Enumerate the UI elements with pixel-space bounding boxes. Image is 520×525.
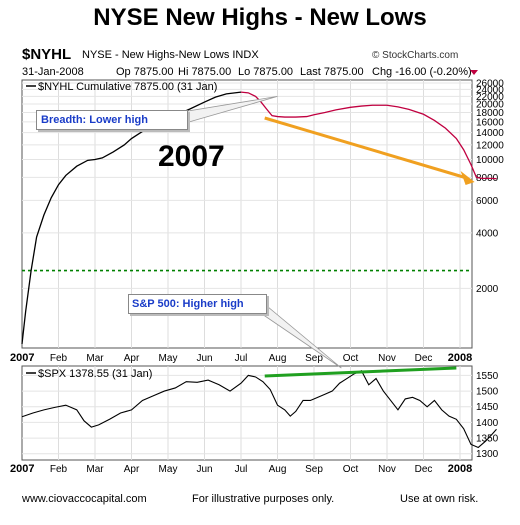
top-x-tick-label: Dec (415, 353, 433, 364)
bottom-x-tick-label: 2008 (448, 463, 472, 475)
footer-note: For illustrative purposes only. (192, 493, 335, 505)
bottom-y-tick-label: 1300 (476, 449, 499, 460)
bottom-x-tick-label: Sep (305, 464, 323, 475)
page-title: NYSE New Highs - New Lows (93, 4, 427, 31)
top-y-tick-label: 14000 (476, 128, 504, 139)
sp-callout: S&P 500: Higher high (128, 294, 267, 314)
top-y-tick-label: 22000 (476, 92, 504, 103)
top-y-tick-label: 6000 (476, 196, 499, 207)
breadth-callout: Breadth: Lower high (36, 110, 188, 130)
top-y-tick-label: 26000 (476, 79, 504, 90)
open-value: Op 7875.00 (116, 66, 174, 78)
nyhl-series-line-up (21, 91, 242, 344)
bottom-x-tick-label: Jul (235, 464, 248, 475)
top-y-tick-label: 10000 (476, 155, 504, 166)
year-annotation: 2007 (158, 140, 225, 173)
spx-series-line (21, 369, 497, 449)
down-arrow-icon (470, 70, 478, 75)
top-y-tick-label: 18000 (476, 108, 504, 119)
top-x-tick-label: Jun (196, 353, 212, 364)
top-x-tick-label: Jul (235, 353, 248, 364)
footer-site: www.ciovaccocapital.com (22, 493, 147, 505)
top-y-tick-label: 12000 (476, 140, 504, 151)
bottom-x-tick-label: Dec (415, 464, 433, 475)
top-x-tick-label: Nov (378, 353, 396, 364)
breadth-trend-arrow (264, 116, 468, 180)
symbol-label: $NYHL (22, 46, 72, 63)
top-x-tick-label: Oct (343, 353, 359, 364)
spx-trend-line (264, 366, 457, 378)
last-value: Last 7875.00 (300, 66, 364, 78)
low-value: Lo 7875.00 (238, 66, 294, 78)
top-y-tick-label: 24000 (476, 85, 504, 96)
brand-label: © StockCharts.com (372, 50, 459, 61)
bottom-y-tick-label: 1500 (476, 387, 499, 398)
bottom-y-tick-label: 1450 (476, 402, 499, 413)
top-x-tick-label: Mar (86, 353, 104, 364)
bottom-y-tick-label: 1550 (476, 371, 499, 382)
top-x-tick-label: May (159, 353, 178, 364)
top-y-tick-label: 20000 (476, 100, 504, 111)
breadth-arrow-head (460, 171, 475, 185)
top-panel-frame (21, 79, 473, 349)
bottom-y-tick-label: 1400 (476, 418, 499, 429)
top-y-tick-label: 2000 (476, 284, 499, 295)
bottom-legend-label: $SPX 1378.55 (31 Jan) (38, 368, 152, 380)
top-x-tick-label: Apr (124, 353, 140, 364)
bottom-x-tick-label: Feb (50, 464, 68, 475)
nyhl-series-line-down (240, 91, 497, 180)
top-x-tick-label: 2008 (448, 352, 472, 364)
top-x-tick-label: Feb (50, 353, 68, 364)
bottom-x-tick-label: Oct (343, 464, 359, 475)
footer-risk: Use at own risk. (400, 493, 479, 505)
symbol-description: NYSE - New Highs-New Lows INDX (82, 49, 259, 61)
bottom-x-tick-label: 2007 (10, 463, 34, 475)
high-value: Hi 7875.00 (178, 66, 232, 78)
bottom-panel-frame (21, 365, 473, 461)
top-x-tick-label: Sep (305, 353, 323, 364)
bottom-x-tick-label: Aug (269, 464, 287, 475)
top-y-tick-label: 16000 (476, 117, 504, 128)
bottom-x-tick-label: Nov (378, 464, 396, 475)
top-y-tick-label: 4000 (476, 228, 499, 239)
top-x-tick-label: 2007 (10, 352, 34, 364)
bottom-x-tick-label: Mar (86, 464, 104, 475)
breadth-callout-pointer (181, 96, 278, 125)
top-x-tick-label: Aug (269, 353, 287, 364)
bottom-x-tick-label: Apr (124, 464, 140, 475)
top-legend-label: $NYHL Cumulative 7875.00 (31 Jan) (38, 81, 217, 93)
bottom-x-tick-label: Jun (196, 464, 212, 475)
change-value: Chg -16.00 (-0.20%) (372, 66, 472, 78)
date-label: 31-Jan-2008 (22, 66, 84, 78)
bottom-x-tick-label: May (159, 464, 178, 475)
